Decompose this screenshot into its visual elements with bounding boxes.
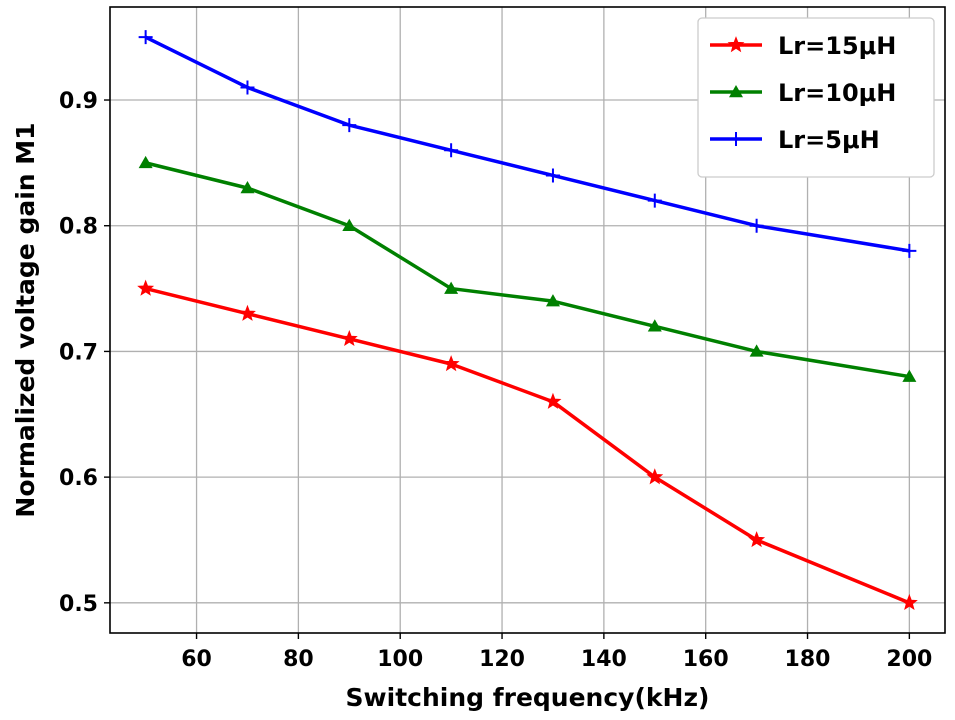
x-tick-label: 200 (886, 647, 932, 672)
series-line (145, 161, 910, 379)
x-tick-label: 140 (581, 647, 627, 672)
data-point (340, 329, 358, 347)
legend: Lr=15μH Lr=10μH Lr=5μH (697, 17, 935, 178)
data-point (239, 304, 256, 321)
series-2 (138, 30, 917, 258)
y-axis-title: Normalized voltage gain M1 (11, 122, 40, 517)
x-tick-label: 120 (479, 647, 525, 672)
data-point (749, 218, 764, 233)
data-point (900, 593, 918, 611)
legend-entry: Lr=10μH (710, 79, 896, 107)
data-point (647, 193, 662, 208)
legend-marker (729, 85, 743, 98)
data-point (545, 294, 560, 307)
legend-marker (729, 132, 743, 146)
x-tick-label: 180 (785, 647, 831, 672)
data-point (444, 143, 459, 158)
x-tick-label: 80 (283, 647, 314, 672)
legend-marker (727, 36, 745, 53)
data-point (544, 392, 562, 409)
data-point (137, 279, 155, 296)
series-lines (137, 30, 918, 611)
data-point (902, 243, 917, 258)
y-tick-label: 0.6 (59, 466, 98, 491)
data-point (138, 155, 153, 169)
data-point (342, 118, 357, 133)
y-tick-label: 0.7 (59, 340, 98, 365)
data-point (545, 168, 560, 183)
legend-entry: Lr=15μH (710, 32, 896, 60)
plot-area-frame (109, 6, 946, 634)
data-point (748, 531, 766, 548)
series-line (145, 286, 911, 605)
axis-ticks: 60 80 100 120 140 160 180 200 0.5 0.6 0.7 0.8 0.9 (59, 89, 932, 672)
data-point (442, 355, 460, 372)
data-point (646, 468, 664, 485)
data-point (240, 80, 255, 95)
data-point (902, 369, 917, 382)
data-point (138, 30, 153, 45)
x-tick-label: 60 (181, 647, 212, 672)
series-0 (137, 279, 918, 611)
data-point (342, 218, 357, 231)
legend-label: Lr=15μH (778, 32, 896, 60)
legend-label: Lr=5μH (778, 126, 880, 154)
y-tick-label: 0.8 (59, 215, 98, 240)
data-point (647, 319, 662, 332)
y-tick-label: 0.5 (59, 592, 98, 617)
legend-label: Lr=10μH (778, 79, 896, 107)
data-point (749, 344, 764, 357)
x-tick-label: 160 (683, 647, 729, 672)
data-point (240, 181, 255, 194)
legend-entry: Lr=5μH (710, 126, 880, 154)
x-axis-title: Switching frequency(kHz) (346, 683, 710, 712)
data-point (444, 281, 459, 294)
y-tick-label: 0.9 (59, 89, 98, 114)
x-tick-label: 100 (377, 647, 423, 672)
series-1 (138, 155, 917, 382)
series-line (144, 35, 910, 253)
